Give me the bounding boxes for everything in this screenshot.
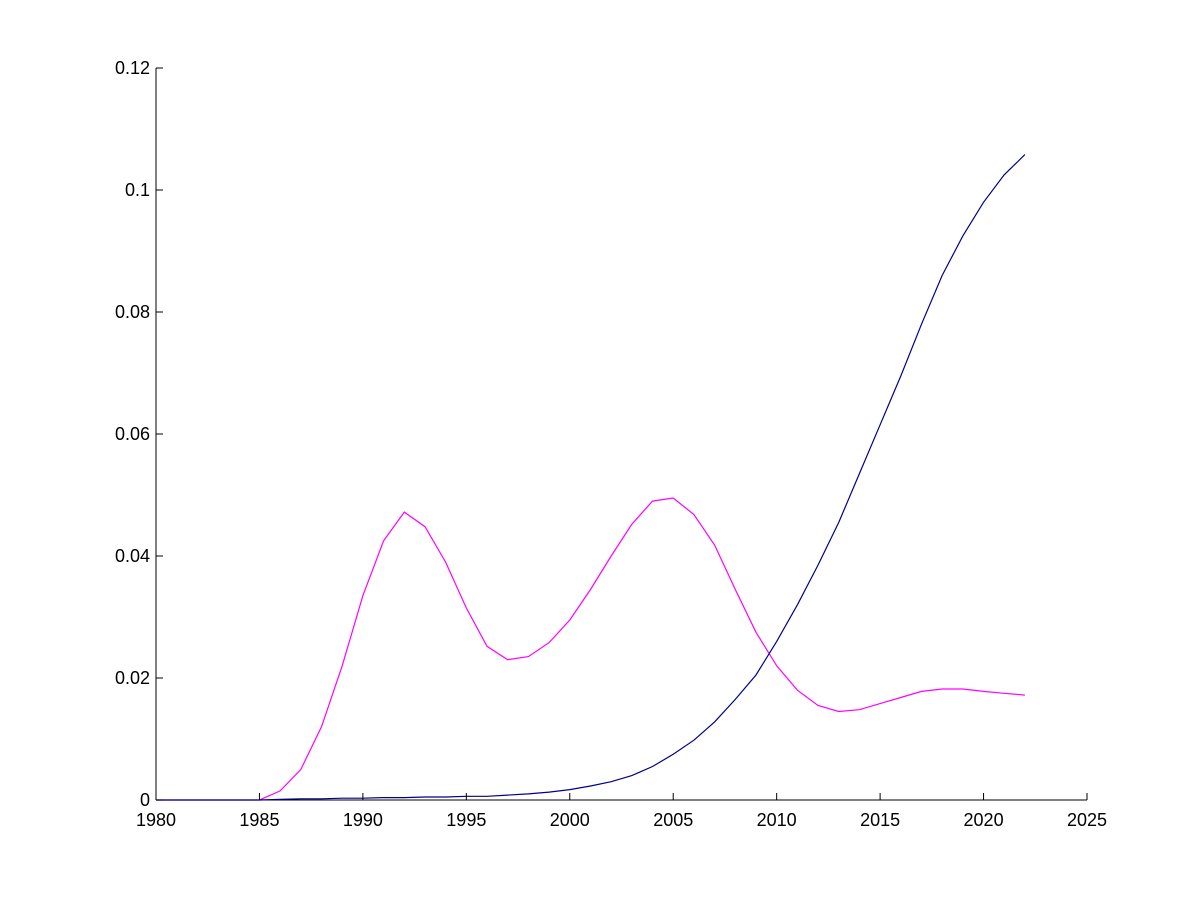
ticks-layer: 1980 1985 1990 1995 2000 2005 2010 2015 2020 2025… bbox=[115, 58, 1107, 830]
y-tick-label: 0.12 bbox=[115, 58, 150, 78]
x-tick-label: 1985 bbox=[239, 810, 279, 830]
x-tick-label: 2020 bbox=[964, 810, 1004, 830]
x-tick-label: 1995 bbox=[446, 810, 486, 830]
y-tick-label: 0.1 bbox=[125, 180, 150, 200]
y-tick-label: 0.08 bbox=[115, 302, 150, 322]
x-tick-label: 1990 bbox=[343, 810, 383, 830]
y-tick-label: 0.04 bbox=[115, 546, 150, 566]
x-tick-label: 2005 bbox=[653, 810, 693, 830]
x-tick-label: 2015 bbox=[860, 810, 900, 830]
x-tick-label: 2010 bbox=[757, 810, 797, 830]
y-tick-label: 0.06 bbox=[115, 424, 150, 444]
series-layer bbox=[156, 154, 1026, 801]
x-tick-label: 2000 bbox=[550, 810, 590, 830]
series-line-1 bbox=[156, 497, 1025, 801]
y-tick-label: 0.02 bbox=[115, 668, 150, 688]
y-tick-label: 0 bbox=[140, 790, 150, 810]
x-tick-label: 1980 bbox=[136, 810, 176, 830]
x-tick-label: 2025 bbox=[1067, 810, 1107, 830]
series-line-2 bbox=[156, 154, 1026, 801]
